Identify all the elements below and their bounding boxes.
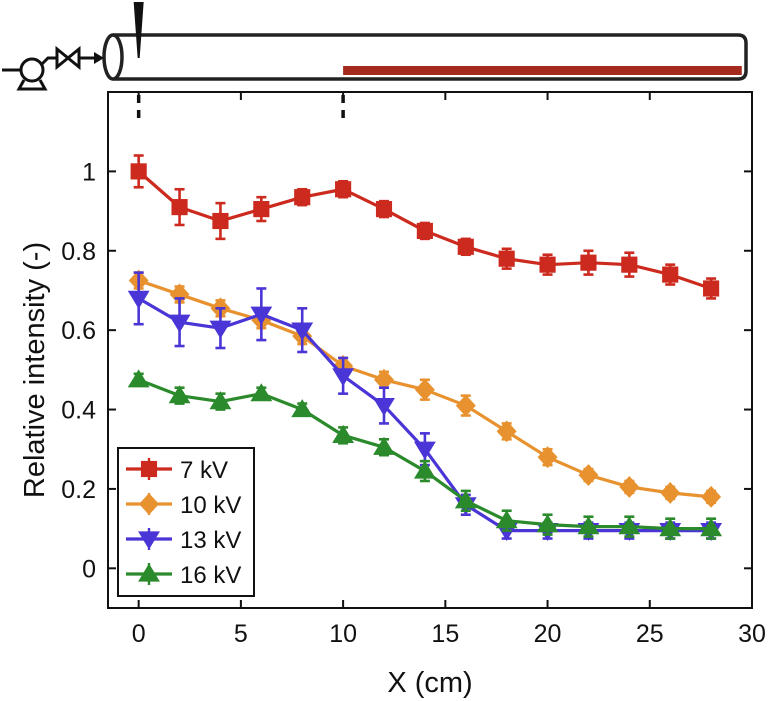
series [127,369,723,540]
data-point [130,163,147,180]
data-point [375,201,393,218]
data-point [212,212,229,230]
legend-label: 13 kV [180,527,241,554]
data-point [169,283,190,306]
data-point [209,391,232,410]
legend: 7 kV 10 kV 13 kV 16 kV [117,447,255,597]
x-tick-label: 20 [534,620,562,648]
data-point [253,201,270,218]
legend-label: 10 kV [180,492,241,519]
data-point [374,368,394,391]
data-point [703,280,720,297]
data-point [294,189,311,206]
legend-entry: 16 kV [126,562,241,589]
data-point [619,476,640,498]
data-point [701,485,722,508]
x-tick-label: 0 [132,620,146,648]
data-point [536,514,559,533]
x-axis: 0 5 10 15 20 25 30 [132,92,766,648]
x-tick-label: 5 [234,620,248,648]
legend-label: 16 kV [180,562,241,589]
data-point [618,516,641,535]
data-point [250,306,273,325]
data-point [168,314,191,333]
legend-box [117,447,255,597]
y-tick-label: 0.6 [61,317,96,345]
legend-entry: 10 kV [126,492,241,519]
y-tick-label: 0 [82,555,96,583]
data-point [140,460,158,478]
data-point [578,464,599,486]
data-point [577,516,600,535]
data-point [413,460,436,479]
flow-arrow-icon [94,52,104,64]
reactor-tube-inlet [102,33,124,81]
y-tick-label: 0.8 [61,238,96,266]
data-point [373,436,395,455]
data-point [291,322,314,341]
data-point [495,510,518,529]
pump-base [16,79,48,91]
data-point [332,424,355,443]
series [130,154,720,300]
data-point [457,238,474,255]
y-tick-label: 0.2 [61,476,96,504]
data-point [291,399,314,418]
data-point [498,250,515,267]
y-tick-label: 0.4 [61,397,96,425]
x-axis-title: X (cm) [387,667,472,699]
data-point [127,369,150,388]
data-point [660,481,681,504]
data-point [250,383,273,402]
data-point [138,563,160,582]
data-point [455,394,476,417]
legend-entry: 13 kV [126,527,241,554]
needle-electrode [133,2,144,58]
y-axis-title: Relative intensity (-) [19,242,51,498]
x-tick-label: 10 [329,620,357,648]
data-point [580,254,597,271]
x-tick-label: 25 [636,620,664,648]
data-point [335,181,352,198]
data-point [537,446,558,469]
x-tick-label: 15 [431,620,459,648]
data-point [416,222,433,239]
y-tick-label: 1 [82,158,96,186]
data-point [662,266,679,283]
reactor-tube [113,33,748,81]
data-point [209,320,232,339]
legend-entry: 7 kV [126,457,228,484]
data-point [138,531,160,550]
valve-icon [55,45,81,71]
data-point [539,256,556,273]
data-point [373,397,395,417]
data-point [659,518,682,537]
data-point [332,368,355,387]
data-point [621,256,638,273]
reactor-schematic [2,2,748,91]
data-point [127,290,150,309]
ground-electrode [343,66,742,75]
y-axis: 0 0.2 0.4 0.6 0.8 1 [61,158,752,583]
data-point [700,518,723,537]
data-point [454,490,477,509]
plot-area-frame [107,91,753,609]
data-point [171,199,188,216]
pump-icon [19,57,45,83]
data-point [168,385,191,404]
data-point [496,420,517,443]
data-series [127,154,723,542]
x-tick-label: 30 [738,620,766,648]
feed-pipe [40,56,57,66]
data-point [413,441,436,460]
legend-label: 7 kV [180,457,228,484]
data-point [139,493,159,515]
data-point [414,378,435,401]
